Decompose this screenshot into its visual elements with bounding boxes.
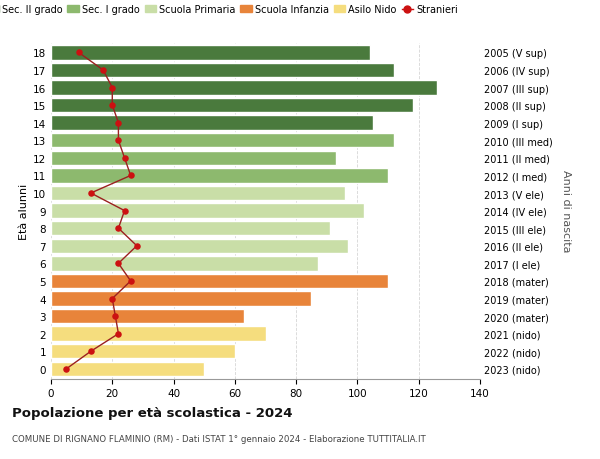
Bar — [51, 274, 388, 289]
Point — [74, 50, 83, 57]
Y-axis label: Età alunni: Età alunni — [19, 183, 29, 239]
Point — [98, 67, 108, 74]
Point — [107, 102, 117, 110]
Text: Popolazione per età scolastica - 2024: Popolazione per età scolastica - 2024 — [12, 406, 293, 419]
Bar — [51, 46, 370, 61]
Bar — [51, 344, 235, 358]
Bar — [51, 64, 394, 78]
Legend: Sec. II grado, Sec. I grado, Scuola Primaria, Scuola Infanzia, Asilo Nido, Stran: Sec. II grado, Sec. I grado, Scuola Prim… — [0, 5, 458, 15]
Point — [62, 365, 71, 373]
Bar — [51, 362, 204, 376]
Point — [113, 225, 123, 232]
Bar — [51, 291, 311, 306]
Point — [110, 313, 120, 320]
Bar — [51, 222, 330, 236]
Bar — [51, 239, 348, 253]
Text: COMUNE DI RIGNANO FLAMINIO (RM) - Dati ISTAT 1° gennaio 2024 - Elaborazione TUTT: COMUNE DI RIGNANO FLAMINIO (RM) - Dati I… — [12, 434, 426, 443]
Bar — [51, 99, 413, 113]
Bar — [51, 309, 244, 324]
Point — [113, 120, 123, 127]
Point — [113, 260, 123, 268]
Point — [86, 348, 95, 355]
Bar — [51, 186, 345, 201]
Point — [126, 278, 136, 285]
Bar — [51, 169, 388, 183]
Bar — [51, 134, 394, 148]
Point — [107, 84, 117, 92]
Point — [113, 137, 123, 145]
Point — [126, 173, 136, 180]
Point — [86, 190, 95, 197]
Bar — [51, 327, 265, 341]
Bar — [51, 204, 364, 218]
Bar — [51, 81, 437, 95]
Point — [120, 207, 130, 215]
Bar — [51, 151, 336, 166]
Point — [113, 330, 123, 338]
Bar — [51, 116, 373, 131]
Point — [107, 295, 117, 302]
Point — [120, 155, 130, 162]
Point — [132, 242, 142, 250]
Bar — [51, 257, 317, 271]
Y-axis label: Anni di nascita: Anni di nascita — [561, 170, 571, 252]
